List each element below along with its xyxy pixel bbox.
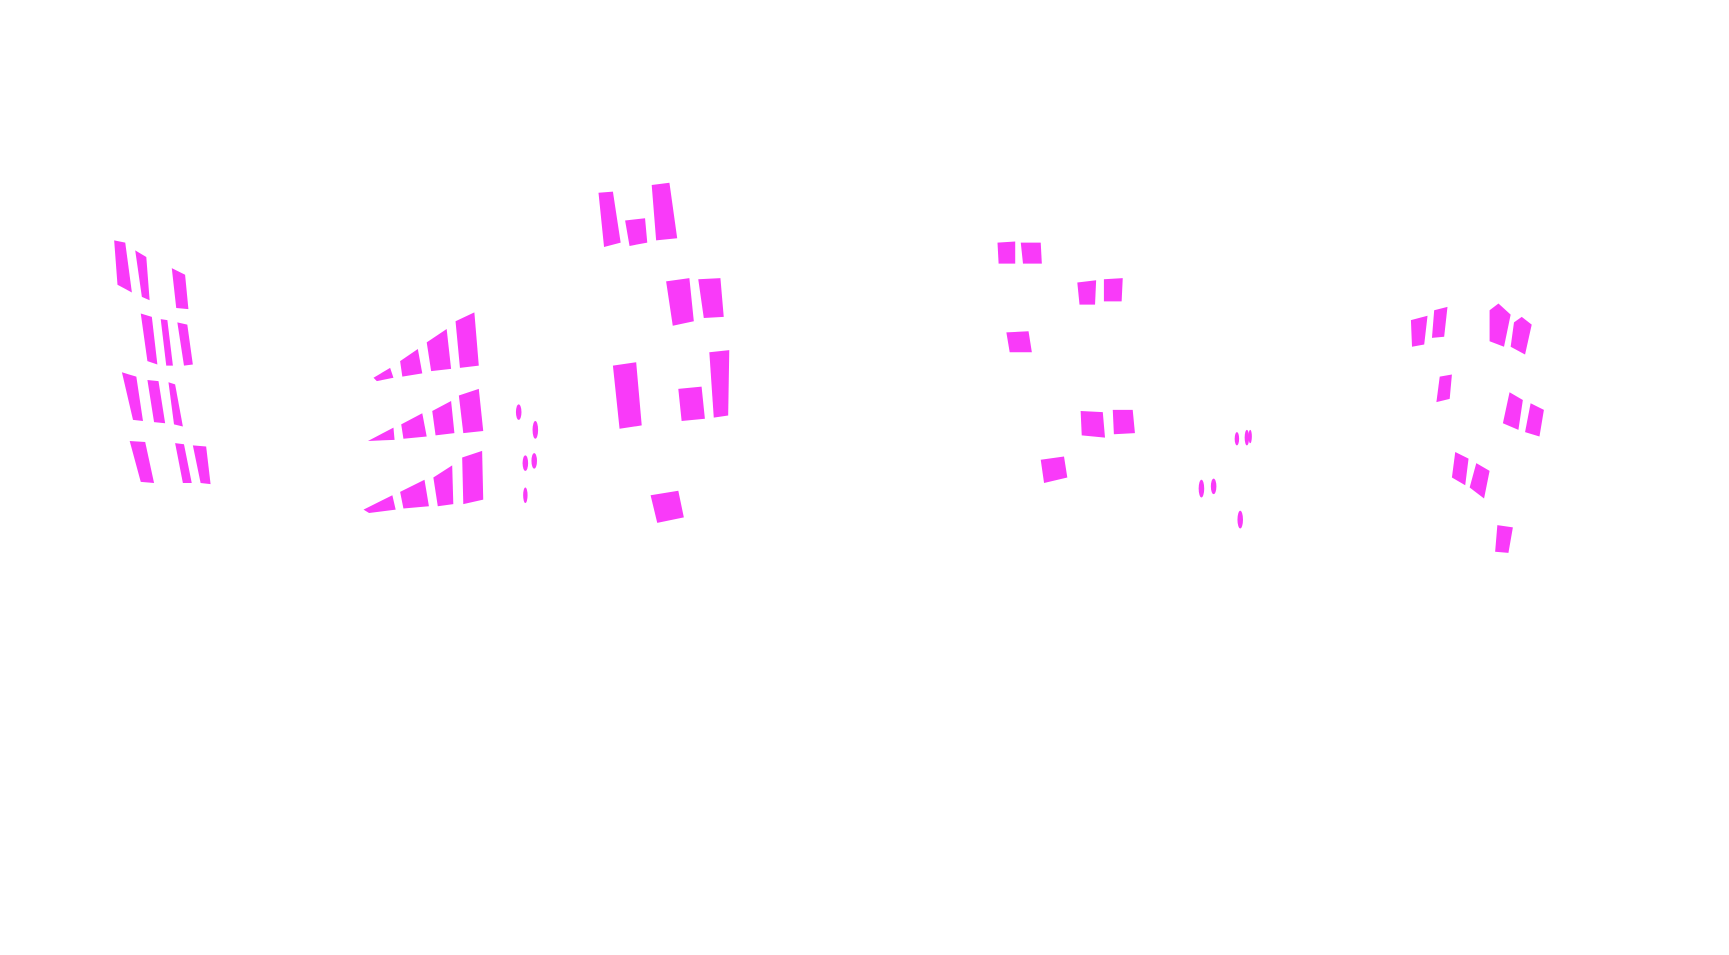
- window-region-small: [1234, 432, 1240, 446]
- window-region: [1006, 331, 1032, 353]
- window-region: [1112, 409, 1135, 435]
- window-region: [1040, 456, 1068, 484]
- window-region: [171, 268, 189, 310]
- window-region: [1020, 242, 1042, 264]
- window-region: [367, 427, 395, 441]
- window-region: [625, 218, 648, 246]
- window-region-small: [522, 455, 529, 471]
- window-region: [401, 413, 427, 439]
- window-region: [462, 450, 484, 505]
- window-region: [135, 250, 150, 301]
- window-region: [373, 367, 394, 382]
- window-region: [168, 382, 183, 427]
- window-region: [433, 465, 454, 507]
- window-region: [147, 380, 166, 424]
- window-region: [1489, 303, 1511, 347]
- window-region: [121, 372, 143, 421]
- window-region: [177, 322, 193, 366]
- window-region: [651, 182, 678, 241]
- window-region: [1525, 403, 1544, 437]
- window-region: [175, 443, 192, 484]
- window-region: [650, 490, 684, 523]
- window-regions: [114, 182, 1544, 553]
- window-region: [400, 348, 423, 377]
- window-region-small: [1244, 429, 1250, 446]
- window-region: [458, 388, 484, 434]
- window-region: [1431, 306, 1448, 338]
- window-region: [1502, 392, 1523, 430]
- window-region: [140, 313, 158, 365]
- window-region: [1469, 463, 1490, 499]
- window-region-small: [531, 453, 537, 469]
- window-region-small: [532, 420, 539, 439]
- window-region: [400, 479, 429, 509]
- window-region-small: [1198, 479, 1205, 498]
- window-region: [192, 445, 211, 485]
- window-region: [1451, 452, 1469, 486]
- window-region: [612, 362, 642, 429]
- window-region: [114, 240, 132, 293]
- window-region: [160, 319, 173, 366]
- window-region: [1103, 278, 1123, 302]
- window-region: [709, 350, 730, 418]
- window-region: [363, 495, 396, 513]
- window-region: [1077, 280, 1097, 305]
- window-region: [1495, 525, 1513, 553]
- window-region: [1436, 374, 1452, 403]
- window-region: [455, 312, 479, 368]
- window-region: [698, 278, 724, 318]
- window-region: [426, 329, 452, 372]
- window-region-small: [1237, 510, 1243, 529]
- window-region-small: [1210, 478, 1217, 495]
- window-region: [432, 401, 455, 436]
- window-region: [129, 440, 155, 484]
- window-region-small: [1248, 429, 1252, 444]
- window-region: [1510, 316, 1532, 355]
- window-region: [1410, 315, 1428, 347]
- window-region-small: [523, 487, 528, 503]
- window-region: [1080, 411, 1106, 438]
- window-region: [666, 278, 694, 326]
- window-region-small: [515, 404, 522, 420]
- window-region: [678, 386, 705, 421]
- window-region: [598, 191, 621, 248]
- window-region: [997, 241, 1016, 264]
